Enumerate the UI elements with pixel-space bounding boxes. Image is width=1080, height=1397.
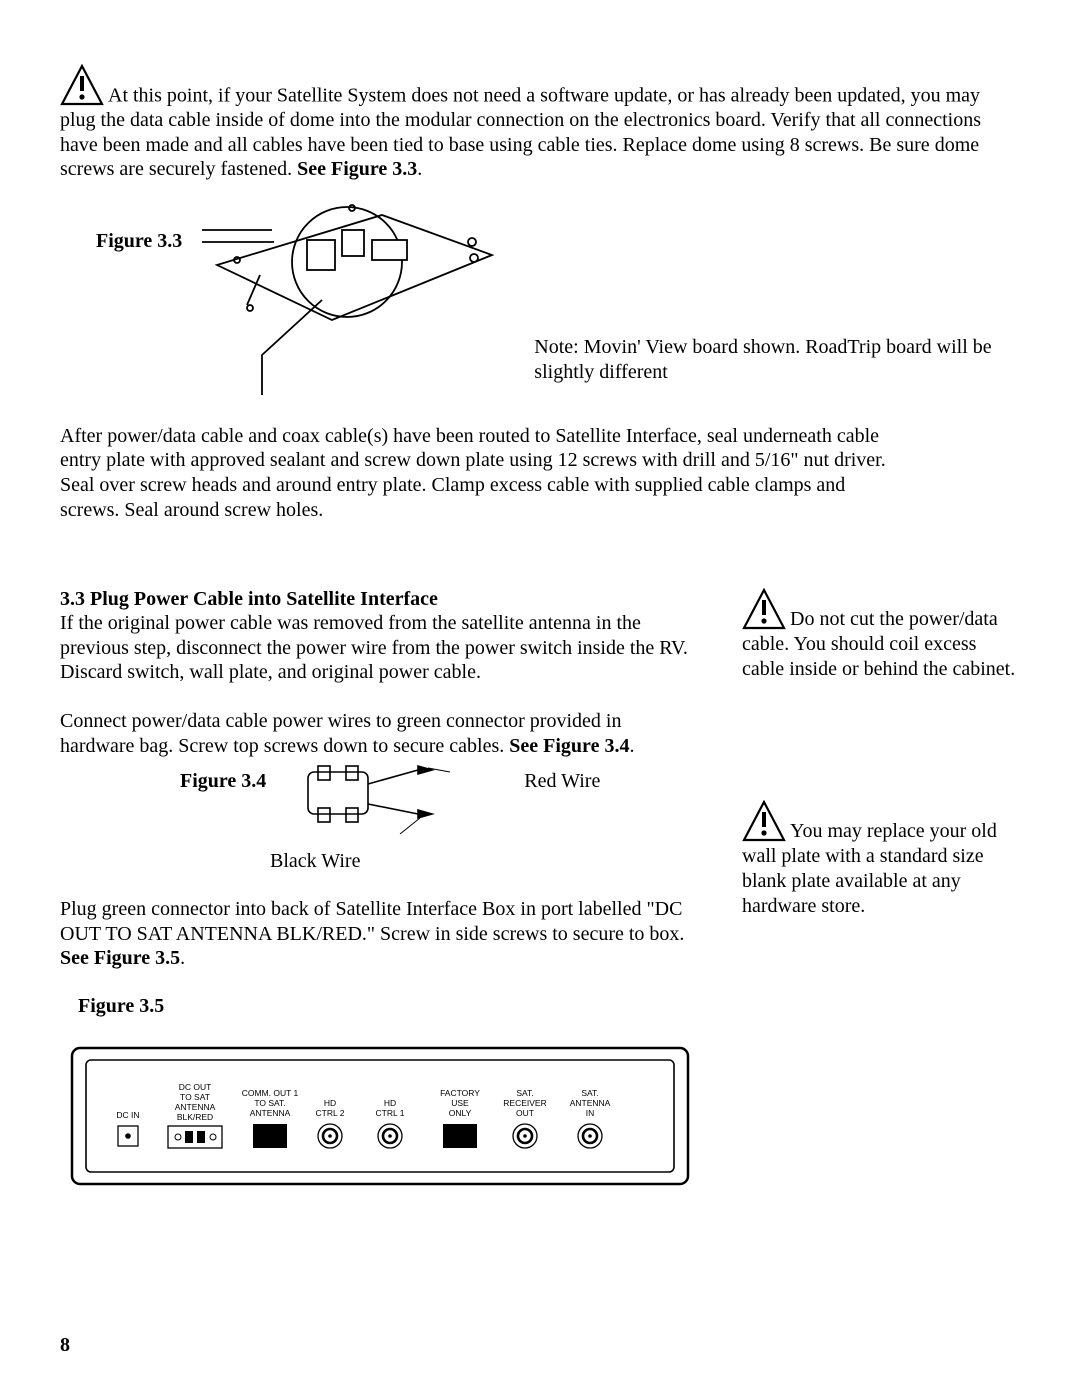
paragraph-2: After power/data cable and coax cable(s)…	[60, 424, 890, 522]
panel-hd2-1: HD	[324, 1098, 336, 1108]
section-3-3-heading: 3.3 Plug Power Cable into Satellite Inte…	[60, 588, 700, 611]
figure-3-5-diagram: DC IN DC OUT TO SAT ANTENNA BLK/RED COMM…	[60, 1046, 1020, 1186]
warning-note-1: At this point, if your Satellite System …	[60, 64, 1020, 182]
figure-3-4-diagram	[300, 764, 510, 864]
panel-dc-out-1: DC OUT	[179, 1082, 212, 1092]
panel-comm-2: TO SAT.	[254, 1098, 285, 1108]
panel-comm-3: ANTENNA	[250, 1108, 291, 1118]
panel-rx-2: RECEIVER	[503, 1098, 546, 1108]
fig34-red-label: Red Wire	[524, 764, 600, 793]
see-figure-3-3: See Figure 3.3	[297, 158, 417, 180]
section-3-3-p3-tail: .	[180, 947, 185, 969]
see-figure-3-4: See Figure 3.4	[509, 735, 629, 757]
panel-rx-1: SAT.	[516, 1088, 533, 1098]
warning-icon	[742, 800, 786, 844]
panel-hd2-2: CTRL 2	[316, 1108, 345, 1118]
see-figure-3-5: See Figure 3.5	[60, 947, 180, 969]
panel-rx-3: OUT	[516, 1108, 534, 1118]
panel-hd1-1: HD	[384, 1098, 396, 1108]
panel-fac-3: ONLY	[449, 1108, 472, 1118]
figure-3-3-block: Figure 3.3	[60, 200, 1020, 400]
page-number: 8	[60, 1334, 70, 1357]
panel-fac-2: USE	[451, 1098, 469, 1108]
figure-3-3-diagram	[202, 200, 512, 400]
panel-ant-3: IN	[586, 1108, 595, 1118]
figure-3-5-label: Figure 3.5	[78, 995, 700, 1018]
document-page: At this point, if your Satellite System …	[0, 0, 1080, 1397]
panel-dc-in: DC IN	[116, 1110, 139, 1120]
panel-comm-1: COMM. OUT 1	[242, 1088, 299, 1098]
panel-dc-out-4: BLK/RED	[177, 1112, 213, 1122]
sidebar-note-1: Do not cut the power/data cable. You sho…	[742, 588, 1020, 682]
section-3-3-p1: If the original power cable was removed …	[60, 611, 700, 685]
section-3-3-p3-lead: Plug green connector into back of Satell…	[60, 898, 684, 945]
section-3-3-p2-tail: .	[629, 735, 634, 757]
panel-dc-out-2: TO SAT	[180, 1092, 210, 1102]
figure-3-4-label: Figure 3.4	[60, 764, 266, 793]
panel-dc-out-3: ANTENNA	[175, 1102, 216, 1112]
warning-icon	[60, 64, 104, 108]
figure-3-3-note: Note: Movin' View board shown. RoadTrip …	[534, 335, 994, 385]
paragraph-1-text: At this point, if your Satellite System …	[60, 84, 981, 180]
panel-fac-1: FACTORY	[440, 1088, 480, 1098]
warning-icon	[742, 588, 786, 632]
figure-3-4-block: Figure 3.4	[60, 764, 700, 864]
panel-ant-1: SAT.	[581, 1088, 598, 1098]
paragraph-1-tail: .	[417, 158, 422, 180]
panel-ant-2: ANTENNA	[570, 1098, 611, 1108]
sidebar-note-2: You may replace your old wall plate with…	[742, 800, 1020, 919]
figure-3-3-label: Figure 3.3	[60, 200, 182, 253]
panel-hd1-2: CTRL 1	[376, 1108, 405, 1118]
